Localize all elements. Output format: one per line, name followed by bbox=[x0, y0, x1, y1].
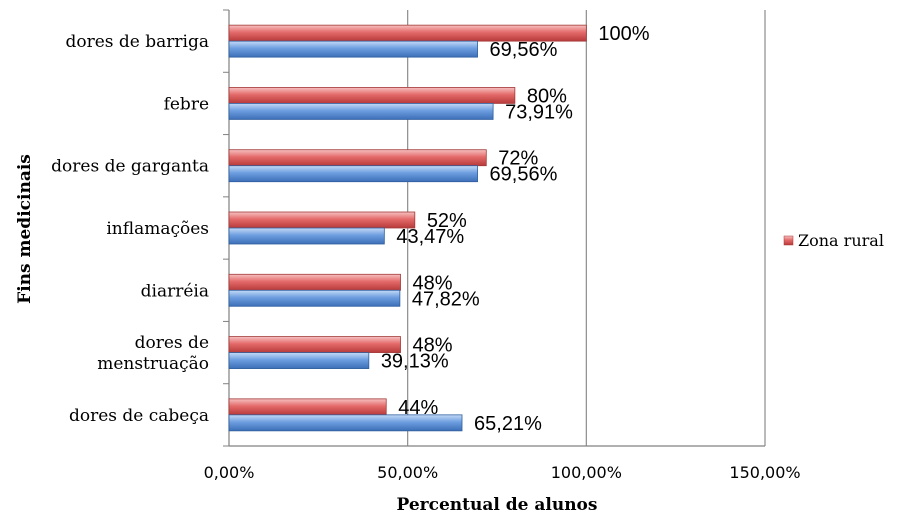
bar-series-2-dores-de-garganta bbox=[228, 165, 478, 183]
data-label: 80% bbox=[527, 85, 567, 107]
bar-series-2-febre bbox=[228, 103, 494, 120]
data-label: 52% bbox=[427, 210, 467, 232]
data-label: 69,56% bbox=[490, 164, 558, 186]
category-label: febre bbox=[164, 94, 209, 114]
data-label: 72% bbox=[498, 148, 538, 170]
x-tick-labels: 0,00% 50,00% 100,00% 150,00% bbox=[204, 463, 801, 482]
x-tick-label: 0,00% bbox=[204, 463, 255, 482]
x-tick-label: 150,00% bbox=[729, 463, 800, 482]
legend: Zona rural bbox=[783, 231, 884, 250]
category-labels: dores de barriga febre dores de garganta in… bbox=[51, 32, 209, 426]
data-label: 73,91% bbox=[505, 101, 573, 123]
bar-zona-rural-dores-de-cabeca bbox=[228, 398, 387, 416]
data-label: 48% bbox=[413, 272, 453, 294]
legend-swatch-zona-rural bbox=[783, 235, 794, 246]
category-label: menstruação bbox=[97, 354, 209, 374]
category-label: dores de barriga bbox=[65, 32, 209, 52]
data-label: 100% bbox=[598, 23, 649, 45]
data-label: 48% bbox=[413, 335, 453, 357]
category-label: inflamações bbox=[106, 219, 209, 239]
legend-label-zona-rural: Zona rural bbox=[798, 231, 884, 250]
data-label: 47,82% bbox=[412, 288, 480, 310]
category-label: diarréia bbox=[141, 281, 209, 301]
data-label: 65,21% bbox=[474, 413, 542, 435]
bar-series-2-dores-de-menstruacao bbox=[228, 352, 370, 369]
x-tick-label: 50,00% bbox=[377, 463, 438, 482]
bar-zona-rural-dores-de-menstruacao bbox=[228, 336, 401, 353]
category-label: dores de garganta bbox=[51, 157, 209, 177]
data-labels: 100%69,56%80%73,91%72%69,56%52%43,47%48%… bbox=[381, 23, 650, 435]
bar-zona-rural-diarreia bbox=[228, 273, 401, 291]
category-label: dores de bbox=[135, 333, 209, 353]
bars bbox=[228, 24, 587, 432]
bar-zona-rural-dores-de-garganta bbox=[228, 149, 487, 167]
bar-series-2-diarreia bbox=[228, 289, 401, 307]
bar-series-2-dores-de-cabeca bbox=[228, 414, 463, 432]
category-label: dores de cabeça bbox=[69, 406, 209, 426]
bar-series-2-dores-de-barriga bbox=[228, 40, 478, 58]
gridlines bbox=[223, 9, 766, 447]
bar-zona-rural-febre bbox=[228, 87, 516, 104]
x-tick-label: 100,00% bbox=[551, 463, 622, 482]
data-label: 44% bbox=[398, 397, 438, 419]
data-label: 69,56% bbox=[490, 39, 558, 61]
bar-zona-rural-inflamacoes bbox=[228, 211, 416, 229]
data-label: 43,47% bbox=[396, 226, 464, 248]
x-axis-title: Percentual de alunos bbox=[397, 495, 598, 515]
bar-series-2-inflamacoes bbox=[228, 227, 385, 245]
data-label: 39,13% bbox=[381, 351, 449, 373]
y-axis-title: Fins medicinais bbox=[15, 154, 35, 304]
